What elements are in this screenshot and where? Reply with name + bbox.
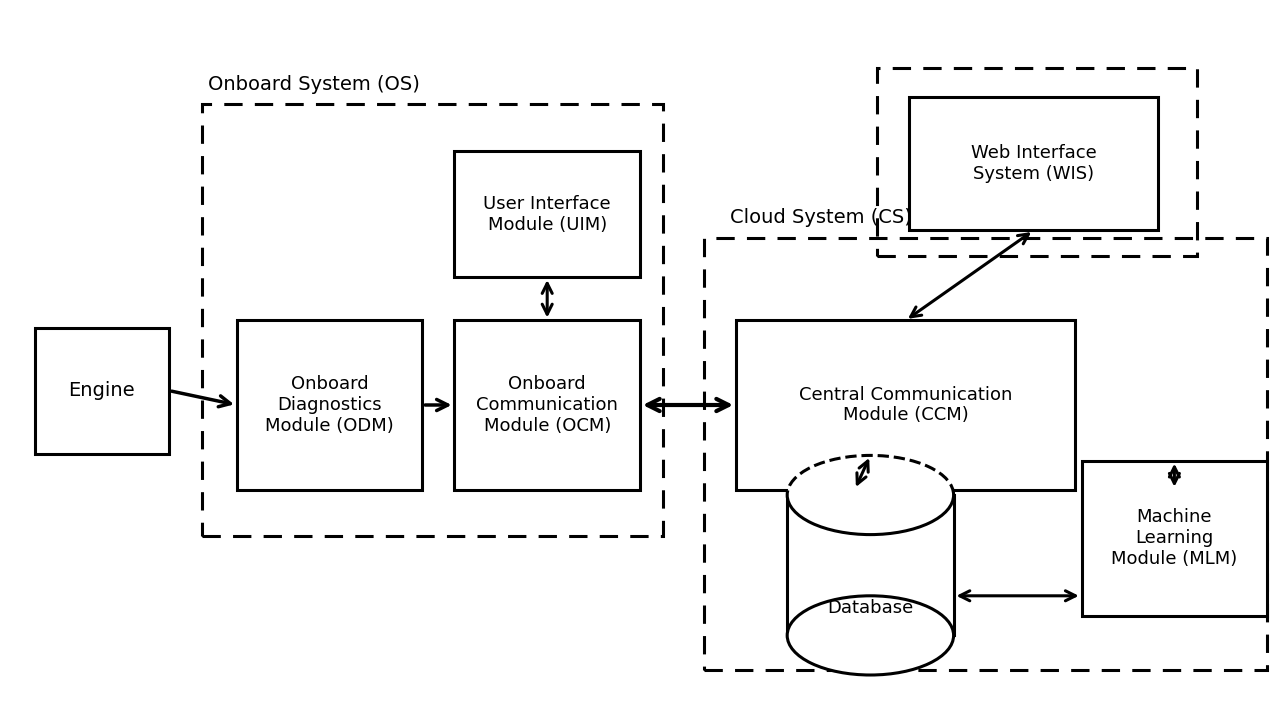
Text: User Interface
Module (UIM): User Interface Module (UIM) — [484, 195, 611, 233]
Bar — [877, 68, 1197, 256]
Bar — [202, 104, 663, 536]
Text: Database: Database — [827, 599, 914, 618]
FancyBboxPatch shape — [237, 320, 422, 490]
FancyBboxPatch shape — [1082, 461, 1267, 616]
Text: Onboard System (OS): Onboard System (OS) — [207, 75, 420, 94]
Text: Web Interface
System (WIS): Web Interface System (WIS) — [970, 145, 1097, 183]
FancyBboxPatch shape — [454, 151, 640, 277]
FancyBboxPatch shape — [736, 320, 1075, 490]
Text: Cloud System (CS): Cloud System (CS) — [730, 208, 911, 227]
FancyBboxPatch shape — [35, 328, 169, 454]
Text: Machine
Learning
Module (MLM): Machine Learning Module (MLM) — [1111, 508, 1238, 568]
FancyBboxPatch shape — [454, 320, 640, 490]
Bar — [787, 495, 954, 636]
FancyBboxPatch shape — [909, 97, 1158, 230]
Ellipse shape — [787, 455, 954, 534]
Text: Onboard
Communication
Module (OCM): Onboard Communication Module (OCM) — [476, 375, 618, 435]
Bar — [704, 238, 1267, 670]
Text: Engine: Engine — [68, 381, 136, 400]
Text: Onboard
Diagnostics
Module (ODM): Onboard Diagnostics Module (ODM) — [265, 375, 394, 435]
Ellipse shape — [787, 596, 954, 675]
Text: Central Communication
Module (CCM): Central Communication Module (CCM) — [799, 386, 1012, 424]
